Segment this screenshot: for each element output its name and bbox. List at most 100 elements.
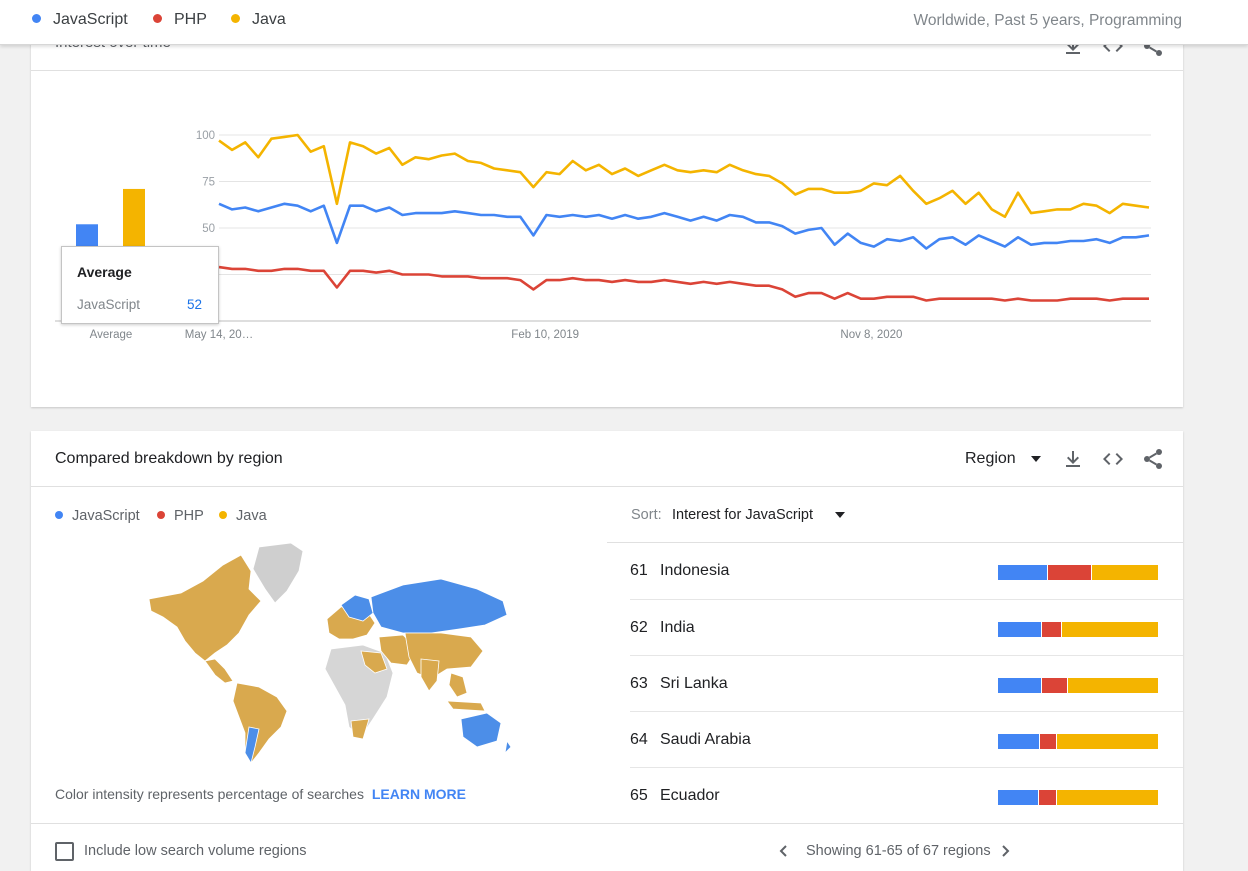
interest-line-chart: Average 255075100 May 14, 20…Feb 10, 201… [55,130,1151,341]
region-rank: 64 [630,731,648,748]
share-segment [1037,790,1056,805]
map-legend-label: JavaScript [72,508,140,524]
footer-divider [31,823,1183,824]
map-footnote-text: Color intensity represents percentage of… [55,786,364,802]
x-tick-label: May 14, 20… [185,329,253,341]
legend-javascript[interactable]: JavaScript [32,11,128,29]
tooltip-series-value: 52 [186,297,202,312]
y-tick-label: 100 [196,130,215,142]
tooltip-series-name: JavaScript [77,297,141,312]
legend-java-label: Java [252,11,286,28]
share-segment [1040,678,1067,693]
resolution-caret-icon[interactable] [1031,456,1041,462]
sort-dropdown[interactable]: Interest for JavaScript [672,507,814,523]
share-segment [998,678,1041,693]
region-name: Indonesia [660,562,730,579]
share-segment [1090,565,1158,580]
region-share-bar [998,622,1158,637]
world-map[interactable] [141,541,511,766]
legend-java[interactable]: Java [231,11,286,29]
map-greenland [252,542,304,604]
region-card-title: Compared breakdown by region [55,450,283,467]
filter-summary: Worldwide, Past 5 years, Programming [913,12,1182,29]
map-southeast-asia [448,672,468,698]
region-share-bar [998,678,1158,693]
download-icon[interactable] [1061,447,1085,471]
sort-divider [607,542,1183,543]
region-name: Saudi Arabia [660,731,751,748]
resolution-dropdown-value: Region [965,450,1016,467]
low-volume-checkbox[interactable] [55,842,74,861]
region-row[interactable]: 61 Indonesia [630,543,1183,599]
resolution-dropdown[interactable]: Region [965,450,1016,468]
map-indonesia [446,700,486,712]
share-segment [998,734,1040,749]
region-row[interactable]: 64 Saudi Arabia [630,711,1183,768]
share-icon[interactable] [1141,447,1165,471]
compare-legend-bar: JavaScript PHP Java Worldwide, Past 5 ye… [0,0,1248,45]
region-row[interactable]: 62 India [630,599,1183,656]
php-dot-icon [157,511,165,519]
region-rank: 63 [630,675,648,692]
y-tick-label: 50 [202,223,215,235]
map-central-america [204,658,234,684]
learn-more-link[interactable]: LEARN MORE [371,786,466,802]
share-segment [1055,790,1158,805]
java-dot-icon [219,511,227,519]
region-name: Sri Lanka [660,675,728,692]
map-north-america [148,554,262,662]
map-legend-java: Java [219,508,267,524]
javascript-dot-icon [55,511,63,519]
map-south-africa [350,718,370,740]
x-tick-label: Nov 8, 2020 [840,329,902,341]
y-tick-label: 75 [202,177,215,189]
map-legend-php: PHP [157,508,204,524]
share-segment [998,622,1041,637]
download-icon[interactable] [1061,34,1085,58]
series-line-java [218,133,1150,219]
embed-icon[interactable] [1101,447,1125,471]
share-segment [1046,565,1091,580]
php-dot-icon [153,14,162,23]
sort-caret-icon[interactable] [835,512,845,518]
java-dot-icon [231,14,240,23]
region-share-bar [998,734,1158,749]
tooltip-title: Average [77,264,132,280]
series-line-javascript [218,202,1150,250]
region-name: Ecuador [660,787,720,804]
region-row[interactable]: 65 Ecuador [630,767,1183,824]
map-australia [460,712,502,748]
series-line-php [218,265,1149,302]
pagination-text: Showing 61-65 of 67 regions [806,843,991,859]
average-tooltip: Average JavaScript 52 [61,246,219,324]
chevron-right-icon[interactable] [997,843,1013,859]
card-header-divider [31,70,1183,71]
map-legend-label: PHP [174,508,204,524]
map-asia [404,632,484,680]
chevron-left-icon[interactable] [776,843,792,859]
legend-php[interactable]: PHP [153,11,207,29]
legend-javascript-label: JavaScript [53,11,128,28]
share-segment [1040,622,1061,637]
region-header-divider [31,486,1183,487]
low-volume-label: Include low search volume regions [84,843,307,859]
region-breakdown-card: Compared breakdown by region Region Java… [31,431,1183,871]
map-india [420,658,440,692]
map-africa-gold [360,650,388,674]
map-footnote: Color intensity represents percentage of… [55,786,466,802]
share-segment [1066,678,1158,693]
average-axis-label: Average [90,329,133,341]
map-legend-label: Java [236,508,267,524]
interest-over-time-card: Interest over time Average 255075100 May… [31,24,1183,407]
region-row[interactable]: 63 Sri Lanka [630,655,1183,712]
region-rank: 65 [630,787,648,804]
share-segment [1055,734,1158,749]
map-south-america [232,682,288,764]
x-tick-label: Feb 10, 2019 [511,329,579,341]
sort-label: Sort: [631,507,662,523]
region-share-bar [998,790,1158,805]
share-segment [998,565,1047,580]
legend-php-label: PHP [174,11,207,28]
map-russia [370,578,508,634]
region-rank: 61 [630,562,648,579]
